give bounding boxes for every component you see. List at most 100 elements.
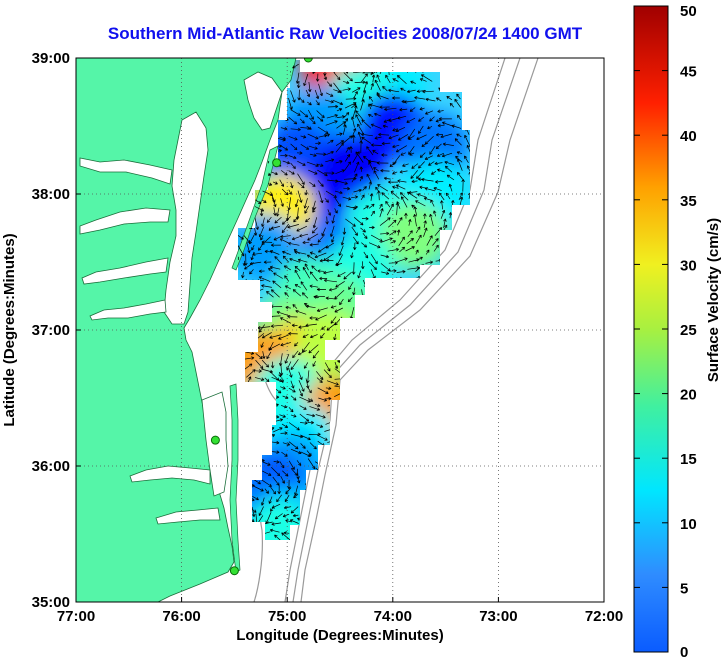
velocity-arrow [303,73,309,87]
velocity-arrow [397,179,407,183]
velocity-arrow [325,386,332,391]
velocity-arrow [280,342,291,347]
velocity-arrow [300,281,308,291]
velocity-arrow [299,405,307,410]
colorbar-tick-label: 0 [680,644,688,659]
velocity-arrow [318,83,324,97]
velocity-arrow [326,322,337,331]
velocity-arrow [249,269,254,275]
velocity-arrow [252,485,264,492]
velocity-arrow [296,81,301,89]
velocity-arrow [268,343,281,351]
velocity-arrow [446,174,455,181]
velocity-arrow [331,236,335,243]
velocity-arrow [456,133,462,138]
colorbar-tick-label: 40 [680,128,697,145]
velocity-arrow [280,170,288,176]
velocity-arrow [292,63,299,69]
velocity-arrow [254,217,259,230]
velocity-arrow [351,173,358,183]
velocity-arrow [282,395,289,399]
velocity-arrow [422,89,434,94]
velocity-arrow [381,192,390,200]
velocity-arrow [425,97,436,102]
velocity-arrow [370,143,382,147]
velocity-arrow [414,96,426,100]
velocity-arrow [304,263,309,271]
velocity-arrow [307,101,312,106]
velocity-arrow [271,466,281,477]
velocity-arrow [290,395,297,401]
velocity-arrow [255,359,264,370]
velocity-arrow [298,371,303,380]
velocity-arrow [382,85,388,92]
velocity-arrow [377,190,381,201]
velocity-arrow [363,81,368,92]
velocity-arrow [321,325,326,330]
velocity-arrow [325,216,329,225]
velocity-arrow [325,120,338,126]
velocity-arrow [288,98,293,110]
velocity-arrow [425,110,434,115]
velocity-arrow [309,271,318,282]
velocity-arrow [288,331,298,336]
velocity-arrow [316,287,327,292]
velocity-arrow [325,92,334,97]
velocity-arrow [355,110,364,120]
velocity-arrow [359,175,363,182]
velocity-arrow [449,102,455,108]
velocity-arrow [380,231,390,236]
velocity-arrow [326,114,338,119]
velocity-arrow [440,200,444,210]
velocity-arrow [370,234,383,242]
velocity-arrow [446,95,453,101]
velocity-arrow [396,269,406,274]
velocity-arrow [300,421,308,425]
velocity-arrow [292,350,299,359]
velocity-arrow [408,218,412,226]
velocity-arrow [297,160,306,166]
velocity-arrow [392,185,399,189]
velocity-arrow [246,369,256,378]
velocity-arrow [302,240,310,245]
x-tick-label: 75:00 [268,608,306,625]
velocity-arrow [290,448,302,455]
velocity-arrow [406,237,414,245]
velocity-arrow [316,163,324,167]
velocity-arrow [272,181,278,185]
velocity-arrow [395,145,407,153]
velocity-arrow [351,128,357,138]
velocity-arrow [272,427,283,433]
colorbar-tick-label: 20 [680,387,697,404]
velocity-arrow [400,87,406,92]
velocity-arrow [294,265,301,271]
velocity-arrow [359,140,363,154]
velocity-arrow [270,243,281,247]
velocity-arrow [306,450,312,457]
velocity-arrow [351,134,356,144]
velocity-arrow [363,205,369,210]
velocity-arrow [333,333,337,341]
velocity-arrow [361,216,369,221]
velocity-arrow [388,180,398,184]
velocity-arrow [311,227,318,234]
station-marker [272,158,282,168]
velocity-arrow [316,307,328,312]
velocity-arrow [362,232,368,240]
colorbar-tick-label: 25 [680,322,697,339]
velocity-arrow [360,132,373,137]
x-axis: 77:00 76:00 75:00 74:00 73:00 72:00 [57,597,623,625]
velocity-arrow [261,284,272,288]
velocity-arrow [308,145,318,150]
x-tick-label: 73:00 [479,608,517,625]
velocity-arrow [270,361,275,369]
velocity-arrow [369,225,375,230]
velocity-arrow [368,261,377,271]
velocity-arrow [279,461,285,469]
velocity-arrow [377,184,388,192]
velocity-arrow [395,126,406,133]
velocity-arrow [297,190,303,203]
velocity-arrow [288,116,298,125]
velocity-arrow [317,180,324,187]
velocity-arrow [445,192,451,200]
